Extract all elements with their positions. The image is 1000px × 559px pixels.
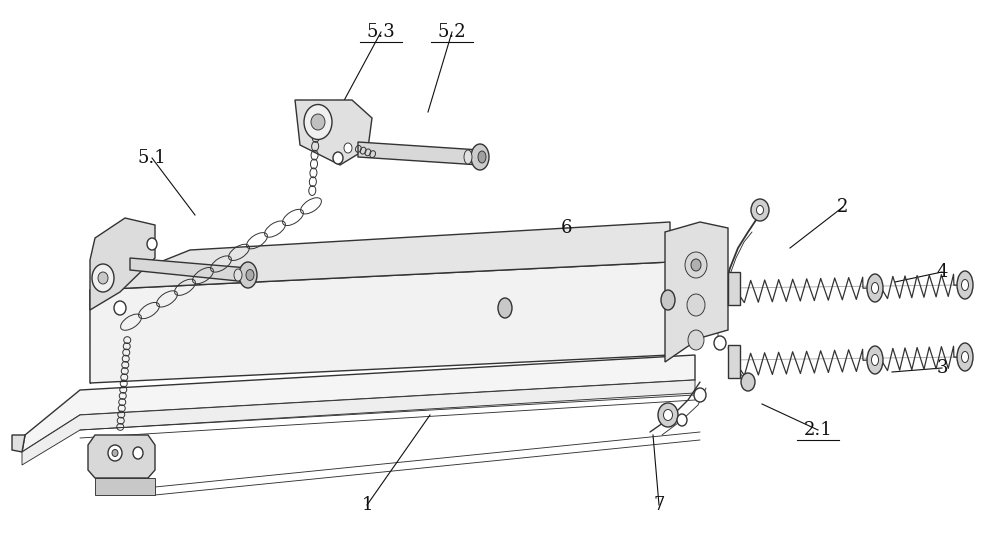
Ellipse shape [304, 105, 332, 140]
Ellipse shape [658, 403, 678, 427]
Text: 3: 3 [936, 359, 948, 377]
Polygon shape [22, 355, 695, 452]
Polygon shape [130, 258, 248, 282]
Ellipse shape [751, 199, 769, 221]
Polygon shape [90, 222, 670, 290]
Ellipse shape [867, 346, 883, 374]
Ellipse shape [694, 388, 706, 402]
Ellipse shape [478, 151, 486, 163]
Polygon shape [90, 262, 670, 383]
Ellipse shape [133, 447, 143, 459]
Text: 2: 2 [837, 198, 849, 216]
Ellipse shape [872, 282, 879, 293]
Text: 6: 6 [561, 219, 573, 237]
Text: 4: 4 [936, 263, 948, 281]
Ellipse shape [685, 252, 707, 278]
Polygon shape [728, 272, 740, 305]
Text: 7: 7 [653, 496, 665, 514]
Ellipse shape [471, 144, 489, 170]
Ellipse shape [333, 152, 343, 164]
Text: 5.1: 5.1 [138, 149, 166, 167]
Ellipse shape [962, 352, 968, 362]
Ellipse shape [114, 301, 126, 315]
Ellipse shape [661, 290, 675, 310]
Text: 1: 1 [361, 496, 373, 514]
Ellipse shape [234, 269, 242, 281]
Ellipse shape [691, 259, 701, 271]
Ellipse shape [757, 206, 764, 215]
Text: 5.3: 5.3 [367, 23, 395, 41]
Polygon shape [665, 222, 728, 362]
Ellipse shape [239, 262, 257, 288]
Ellipse shape [957, 343, 973, 371]
Polygon shape [728, 345, 740, 378]
Ellipse shape [714, 336, 726, 350]
Ellipse shape [498, 298, 512, 318]
Ellipse shape [92, 264, 114, 292]
Ellipse shape [867, 274, 883, 302]
Text: 2.1: 2.1 [804, 421, 832, 439]
Ellipse shape [112, 449, 118, 457]
Polygon shape [295, 100, 372, 165]
Text: 5.2: 5.2 [438, 23, 466, 41]
Ellipse shape [98, 272, 108, 284]
Polygon shape [90, 218, 155, 310]
Polygon shape [22, 380, 695, 465]
Ellipse shape [664, 410, 672, 420]
Ellipse shape [147, 238, 157, 250]
Ellipse shape [677, 414, 687, 426]
Ellipse shape [108, 445, 122, 461]
Ellipse shape [688, 330, 704, 350]
Ellipse shape [957, 271, 973, 299]
Ellipse shape [687, 294, 705, 316]
Ellipse shape [311, 114, 325, 130]
Ellipse shape [962, 280, 968, 291]
Ellipse shape [741, 373, 755, 391]
Polygon shape [95, 478, 155, 495]
Polygon shape [88, 435, 155, 478]
Ellipse shape [246, 269, 254, 281]
Ellipse shape [464, 150, 472, 164]
Ellipse shape [872, 354, 879, 366]
Polygon shape [358, 142, 480, 165]
Ellipse shape [344, 143, 352, 153]
Polygon shape [12, 435, 25, 452]
